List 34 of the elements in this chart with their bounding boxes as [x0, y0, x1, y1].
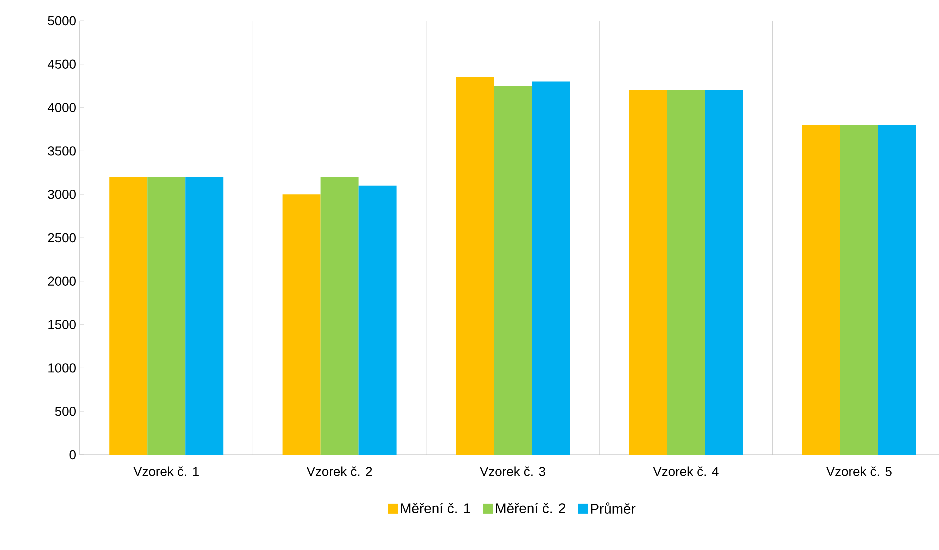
bar: [186, 177, 224, 455]
bar: [358, 186, 397, 455]
y-tick-label: 2000: [48, 276, 76, 286]
bar: [705, 90, 744, 455]
x-tick-label: Vzorek č. 3: [480, 466, 546, 476]
bar: [148, 177, 186, 455]
y-tick-label: 1000: [48, 364, 76, 373]
bar: [110, 177, 148, 455]
bar: [320, 177, 359, 455]
bar: [282, 194, 321, 455]
legend-label: Měření č. 1: [401, 503, 470, 514]
y-tick-label: 3500: [48, 146, 76, 156]
bar: [667, 90, 706, 455]
y-tick-label: 3000: [48, 190, 76, 200]
y-tick-label: 2500: [48, 233, 76, 243]
x-tick-label: Vzorek č. 5: [826, 466, 892, 476]
y-tick-label: 4500: [48, 60, 76, 69]
legend-label: Měření č. 2: [496, 503, 566, 514]
y-tick-label: 1500: [48, 320, 76, 330]
y-tick-label: 5000: [48, 16, 76, 26]
x-tick-label: Vzorek č. 4: [653, 466, 719, 476]
bar: [456, 77, 494, 455]
bar: [878, 125, 916, 455]
bar: [840, 125, 878, 455]
bar: [629, 90, 668, 455]
y-tick-label: 4000: [48, 103, 76, 112]
x-tick-label: Vzorek č. 1: [134, 466, 199, 476]
y-tick-label: 0: [70, 450, 76, 460]
legend-label: Průměr: [591, 502, 636, 514]
x-tick-label: Vzorek č. 2: [306, 466, 372, 476]
bar: [494, 86, 532, 455]
bar: [802, 125, 840, 455]
bar: [532, 82, 570, 455]
y-tick-label: 500: [55, 407, 76, 416]
